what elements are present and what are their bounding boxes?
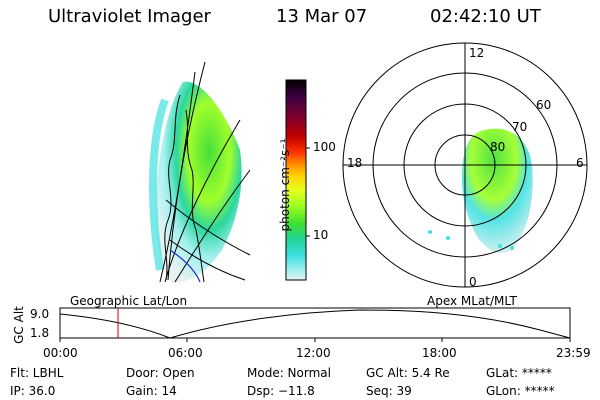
mlt-label-6: 6 bbox=[576, 156, 584, 170]
altitude-left-caption: Geographic Lat/Lon bbox=[70, 294, 188, 308]
altitude-ytick-bottom: 1.8 bbox=[30, 326, 50, 340]
xtick-1800: 18:00 bbox=[422, 346, 457, 360]
gcalt-label: GC Alt: 5.4 Re bbox=[366, 366, 450, 380]
mlt-label-0: 0 bbox=[469, 275, 477, 289]
ip-label: IP: 36.0 bbox=[10, 384, 56, 398]
lat-lon-grid bbox=[159, 61, 251, 283]
altitude-ytick-top: 9.0 bbox=[30, 307, 50, 321]
mode-label: Mode: Normal bbox=[247, 366, 331, 380]
altitude-ylabel: GC Alt bbox=[12, 306, 26, 344]
mlt-label-12: 12 bbox=[469, 46, 485, 60]
seq-label: Seq: 39 bbox=[366, 384, 412, 398]
lat-label-70: 70 bbox=[512, 120, 528, 134]
lat-label-60: 60 bbox=[536, 98, 552, 112]
flt-label: Flt: LBHL bbox=[10, 366, 64, 380]
xtick-1200: 12:00 bbox=[296, 346, 331, 360]
colorbar-tick-10: 10 bbox=[313, 228, 329, 242]
door-label: Door: Open bbox=[126, 366, 195, 380]
date-label: 13 Mar 07 bbox=[276, 6, 368, 27]
aurora-blob-polar bbox=[462, 128, 533, 254]
glon-label: GLon: ***** bbox=[486, 384, 555, 398]
instrument-title: Ultraviolet Imager bbox=[48, 6, 211, 27]
dsp-label: Dsp: −11.8 bbox=[247, 384, 315, 398]
mlt-label-18: 18 bbox=[347, 156, 363, 170]
time-label: 02:42:10 UT bbox=[430, 6, 541, 27]
aurora-blob-geographic bbox=[155, 81, 242, 283]
glat-label: GLat: ***** bbox=[486, 366, 552, 380]
colorbar-tick-100: 100 bbox=[313, 140, 336, 154]
lat-label-80: 80 bbox=[490, 140, 506, 154]
altitude-right-caption: Apex MLat/MLT bbox=[427, 294, 517, 308]
xtick-0600: 06:00 bbox=[168, 346, 203, 360]
xtick-0000: 00:00 bbox=[43, 346, 78, 360]
altitude-curve bbox=[59, 309, 571, 339]
xtick-2359: 23:59 bbox=[556, 346, 591, 360]
gain-label: Gain: 14 bbox=[126, 384, 177, 398]
coastline bbox=[164, 94, 181, 281]
